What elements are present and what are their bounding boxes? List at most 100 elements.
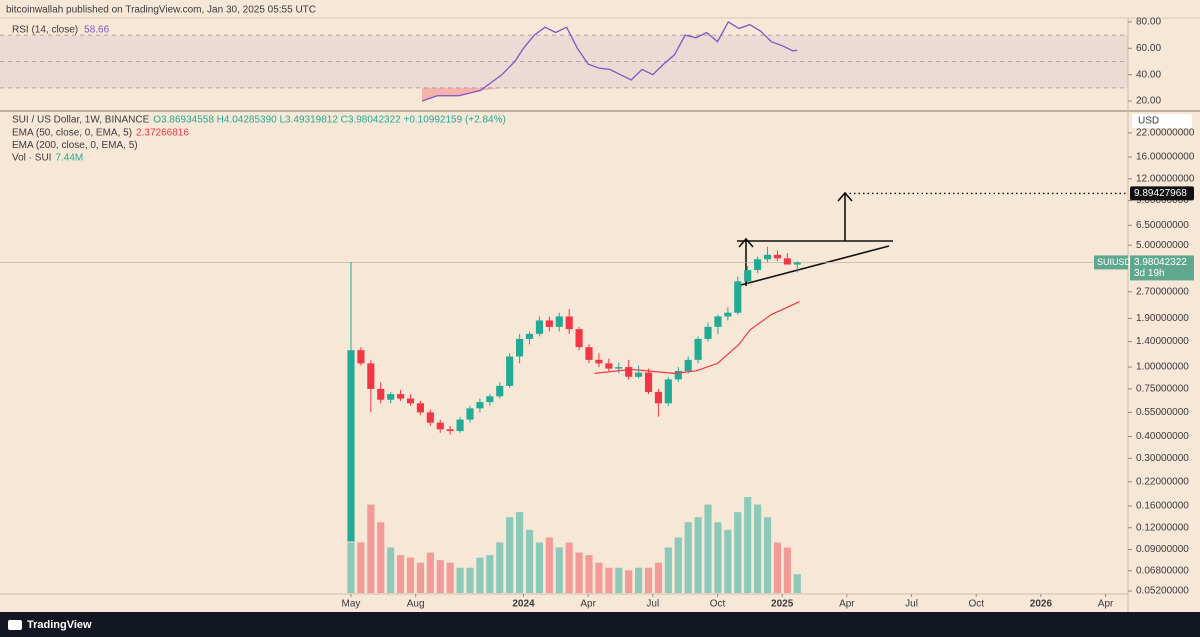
volume-bar (397, 555, 405, 593)
y-tick-label: 6.50000000 (1136, 220, 1189, 231)
candle-body (595, 359, 603, 364)
candle-body (486, 396, 494, 403)
candle-body (674, 370, 682, 380)
candle-body (773, 254, 782, 259)
x-tick-label: Apr (839, 599, 855, 610)
volume-bar (783, 547, 791, 593)
candle-body (446, 429, 454, 432)
volume-value: 7.44M (55, 153, 83, 164)
rsi-title: RSI (14, close) (12, 25, 78, 36)
candle-body (347, 350, 355, 542)
candle-body (635, 372, 643, 377)
volume-bar (644, 567, 653, 593)
volume-bar (724, 529, 732, 593)
candle-body (793, 262, 801, 265)
candle-body (664, 379, 672, 404)
ohlc: O3.86934558 H4.04285390 L3.49319812 C3.9… (153, 115, 506, 126)
volume-bar (347, 542, 355, 593)
candle-body (406, 398, 415, 404)
y-tick-label: 0.09000000 (1136, 544, 1189, 555)
volume-bar (545, 537, 553, 593)
ema-line (594, 301, 800, 374)
candle-body (357, 350, 365, 364)
volume-bar (664, 547, 672, 593)
volume-bar (674, 537, 682, 593)
candle-body (535, 320, 543, 334)
x-tick-label: Aug (407, 599, 425, 610)
candle-body (694, 338, 702, 360)
candle-body (416, 403, 424, 413)
candle-body (496, 385, 504, 397)
y-tick-label: 0.30000000 (1136, 453, 1189, 464)
symbol-title: SUI / US Dollar, 1W, BINANCE (12, 115, 150, 126)
volume-bar (525, 529, 534, 593)
x-tick-label: Apr (1098, 599, 1114, 610)
y-tick-label: 60.00 (1136, 43, 1161, 54)
volume-bar (704, 504, 712, 593)
volume-bar (516, 512, 524, 593)
candle-body (585, 347, 593, 360)
rsi-line (421, 21, 798, 102)
last-price: 3.98042322 (1134, 257, 1187, 268)
indicator-name: EMA (200, close, 0, EMA, 5) (12, 140, 138, 151)
candle-body (654, 391, 663, 404)
volume-bar (684, 522, 692, 593)
y-tick-label: 5.00000000 (1136, 240, 1189, 251)
y-tick-label: 1.00000000 (1136, 362, 1189, 373)
volume-bar (615, 567, 623, 593)
y-tick-label: 2.70000000 (1136, 286, 1189, 297)
volume-bar (714, 522, 722, 593)
x-tick-label: Oct (710, 599, 726, 610)
volume-bar (773, 542, 782, 593)
indicator-name: EMA (50, close, 0, EMA, 5) (12, 128, 132, 139)
x-tick-label: Jul (646, 599, 659, 610)
candle-body (704, 326, 712, 339)
candle-body (476, 402, 484, 409)
volume-bar (744, 497, 752, 593)
indicator-value: 2.37266816 (136, 128, 189, 139)
y-tick-label: 1.40000000 (1136, 336, 1189, 347)
volume-bar (377, 522, 385, 593)
volume-bar (456, 567, 464, 593)
y-tick-label: 0.75000000 (1136, 384, 1189, 395)
y-tick-label: 0.16000000 (1136, 501, 1189, 512)
volume-bar (357, 542, 365, 593)
volume-bar (793, 574, 801, 593)
volume-bar (436, 560, 444, 593)
volume-bar (595, 562, 603, 593)
x-tick-label: 2024 (512, 599, 535, 610)
x-tick-label: 2026 (1030, 599, 1053, 610)
candle-body (605, 363, 613, 369)
x-tick-label: Jul (905, 599, 918, 610)
volume-bar (426, 552, 434, 593)
candle-body (644, 372, 653, 392)
volume-bar (654, 562, 663, 593)
brand-logo (8, 620, 22, 630)
candle-body (367, 363, 375, 389)
rsi-band (0, 35, 1128, 88)
candle-body (555, 316, 563, 327)
last-price-box (1130, 255, 1194, 281)
candle-body (724, 312, 732, 317)
volume-bar (476, 557, 484, 593)
volume-bar (506, 517, 514, 593)
volume-name: Vol · SUI (12, 153, 51, 164)
y-tick-label: 0.55000000 (1136, 407, 1189, 418)
x-tick-label: May (342, 599, 361, 610)
candle-body (397, 394, 405, 399)
support-line (736, 245, 890, 287)
y-tick-label: 9.00000000 (1136, 195, 1189, 206)
candle-body (734, 281, 742, 313)
y-tick-label: 40.00 (1136, 69, 1161, 80)
candle-body (426, 412, 434, 423)
volume-bar (694, 517, 702, 593)
y-tick-label: 0.22000000 (1136, 476, 1189, 487)
volume-bar (754, 504, 762, 593)
y-tick-label: 0.05200000 (1136, 586, 1189, 597)
y-tick-label: 0.06800000 (1136, 565, 1189, 576)
y-tick-label: 22.00000000 (1136, 128, 1195, 139)
x-tick-label: 2025 (771, 599, 794, 610)
